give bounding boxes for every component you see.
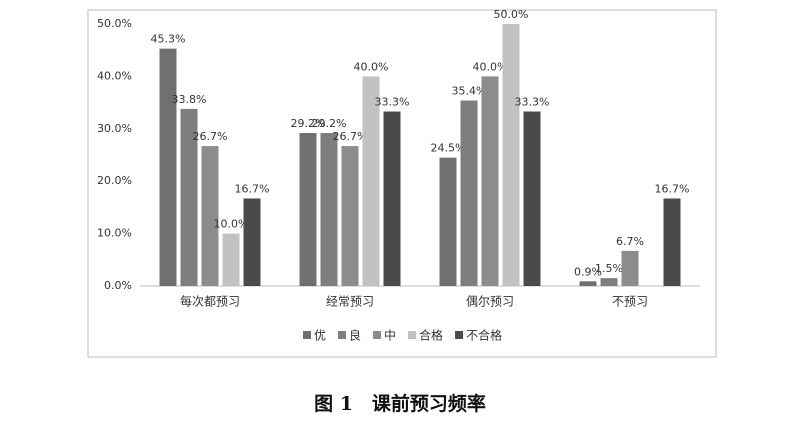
value-label: 26.7% (333, 130, 368, 143)
value-label: 29.2% (291, 117, 326, 130)
bar (201, 146, 219, 286)
x-tick-label: 经常预习 (326, 295, 374, 309)
bar (439, 157, 457, 286)
value-label: 35.4% (452, 85, 487, 98)
bar (579, 281, 597, 286)
bar (481, 76, 499, 287)
value-label: 33.8% (172, 93, 207, 106)
value-label: 16.7% (235, 182, 270, 195)
bar (663, 198, 681, 286)
value-label: 33.3% (375, 96, 410, 109)
value-label: 29.2% (312, 117, 347, 130)
bar (460, 100, 478, 286)
bar (222, 233, 240, 286)
value-label: 6.7% (616, 235, 644, 248)
value-label: 16.7% (655, 182, 690, 195)
legend-swatch (373, 331, 382, 339)
y-tick-label: 30.0% (97, 122, 132, 135)
legend-swatch (303, 331, 311, 339)
bar (621, 250, 639, 286)
legend-label: 不合格 (466, 328, 502, 343)
value-label: 40.0% (473, 60, 508, 73)
y-tick-label: 10.0% (97, 227, 132, 240)
value-label: 50.0% (494, 8, 529, 21)
bar (523, 111, 541, 287)
bar (320, 132, 338, 286)
legend-label: 优 (314, 329, 326, 343)
bar (299, 132, 317, 286)
bar (243, 198, 261, 286)
legend-label: 良 (349, 328, 361, 343)
bar (502, 24, 520, 286)
bar (383, 111, 401, 287)
bar (341, 146, 359, 286)
legend-swatch (408, 331, 417, 339)
bar (362, 76, 380, 287)
bar (600, 278, 618, 286)
legend-label: 中 (384, 328, 396, 343)
x-tick-label: 不预习 (612, 295, 648, 309)
value-label: 33.3% (515, 96, 550, 109)
x-tick-label: 每次都预习 (180, 294, 240, 309)
value-label: 40.0% (354, 60, 389, 73)
chart-title: 图 1 课前预习频率 (314, 392, 486, 415)
value-label: 0.9% (574, 265, 602, 278)
x-tick-label: 偶尔预习 (466, 294, 514, 309)
value-label: 1.5% (595, 262, 623, 275)
legend-label: 合格 (419, 328, 443, 343)
value-label: 45.3% (151, 33, 186, 46)
legend-swatch (338, 331, 347, 339)
legend-swatch (455, 331, 464, 339)
y-tick-label: 20.0% (97, 174, 132, 187)
y-tick-label: 0.0% (104, 279, 132, 292)
y-tick-label: 40.0% (97, 69, 132, 82)
value-label: 10.0% (214, 218, 249, 231)
y-tick-label: 50.0% (97, 17, 132, 30)
bar (180, 108, 198, 286)
bar (159, 48, 177, 287)
value-label: 26.7% (193, 130, 228, 143)
value-label: 24.5% (431, 142, 466, 155)
